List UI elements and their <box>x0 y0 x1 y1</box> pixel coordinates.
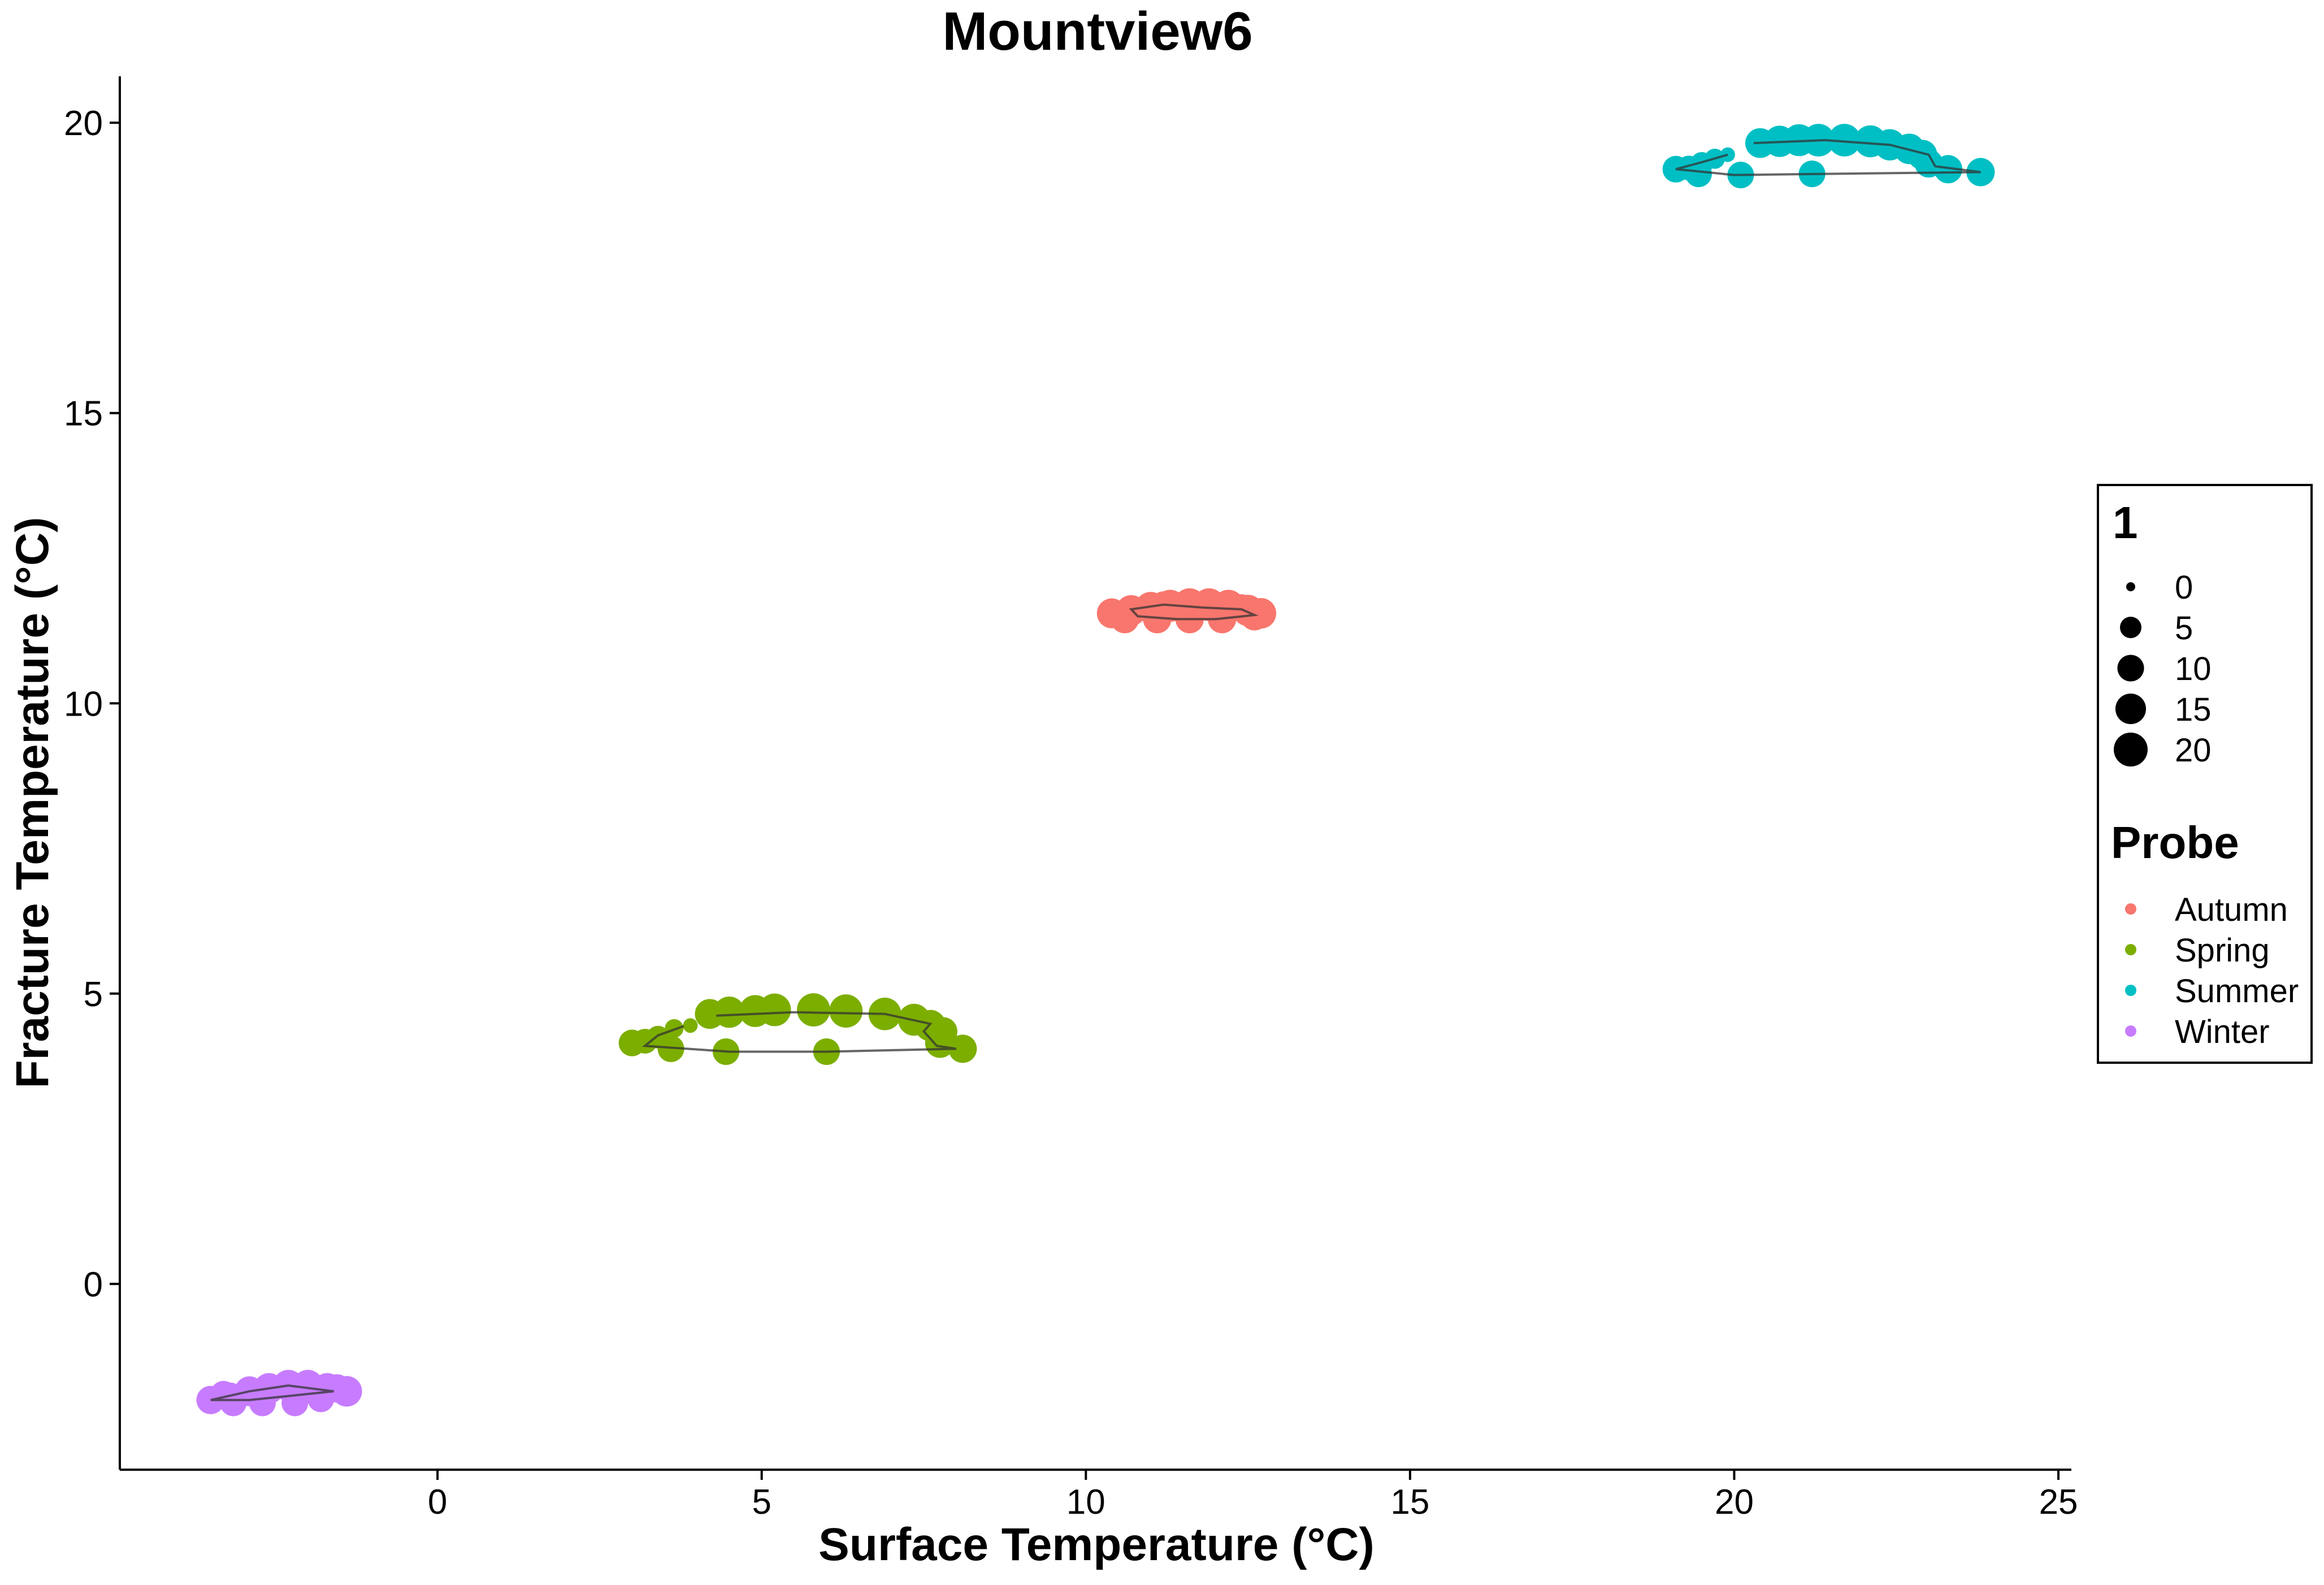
series-winter <box>196 1370 362 1417</box>
axes: 0 5 10 15 20 25 0 5 10 15 20 <box>64 76 2078 1522</box>
series-trajectory-line <box>210 1384 334 1401</box>
color-legend-label: Summer <box>2175 973 2299 1010</box>
legend-box <box>2097 484 2313 1064</box>
size-legend-key <box>2114 733 2148 766</box>
data-point <box>323 1374 352 1403</box>
size-legend-key <box>2115 693 2147 725</box>
data-point <box>1933 155 1963 184</box>
data-point <box>797 993 830 1027</box>
size-legend-label: 20 <box>2175 732 2212 769</box>
plot-area <box>196 124 1995 1417</box>
series-summer <box>1662 124 1995 189</box>
data-point <box>948 1034 977 1063</box>
data-point <box>758 993 791 1027</box>
data-point <box>249 1389 276 1417</box>
y-tick-label: 5 <box>84 975 103 1014</box>
size-legend-key <box>2120 617 2141 638</box>
color-legend-label: Autumn <box>2175 891 2288 928</box>
color-legend-items: Autumn Spring Summer Winter <box>2125 891 2299 1050</box>
size-legend-key <box>2126 582 2135 591</box>
size-legend-label: 0 <box>2175 569 2193 606</box>
y-tick-label: 15 <box>64 395 103 434</box>
series-spring <box>618 993 977 1066</box>
color-legend-key <box>2125 1025 2136 1037</box>
size-legend-label: 10 <box>2175 651 2212 687</box>
data-point <box>829 994 863 1028</box>
data-point <box>1111 605 1139 634</box>
series-autumn <box>1096 588 1277 634</box>
x-tick-label: 20 <box>1715 1483 1754 1522</box>
y-tick-label: 10 <box>64 685 103 724</box>
legend: 1 0 5 10 15 20 Probe Autumn Spring Summer Winte… <box>2097 484 2313 1064</box>
y-axis-title: Fracture Temperature (°C) <box>7 517 58 1089</box>
color-legend-label: Spring <box>2175 932 2270 969</box>
data-point <box>1228 594 1255 621</box>
data-point <box>1828 124 1861 157</box>
color-legend-key <box>2125 944 2136 955</box>
series-trajectory-line <box>1129 603 1259 621</box>
data-point <box>1685 160 1712 188</box>
x-tick-label: 25 <box>2039 1483 2078 1522</box>
chart-title: Mountview6 <box>942 1 1252 62</box>
x-tick-label: 15 <box>1390 1483 1429 1522</box>
size-legend-items: 0 5 10 15 20 <box>2114 569 2212 769</box>
data-point <box>683 1018 698 1033</box>
x-axis-title: Surface Temperature (°C) <box>818 1519 1375 1570</box>
x-tick-label: 5 <box>752 1483 771 1522</box>
color-legend-label: Winter <box>2175 1014 2270 1050</box>
data-point <box>1720 147 1735 162</box>
series-trajectory-line <box>1675 138 1981 176</box>
y-tick-label: 20 <box>64 104 103 143</box>
x-tick-label: 0 <box>428 1483 447 1522</box>
y-tick-label: 0 <box>84 1265 103 1304</box>
size-legend-label: 5 <box>2175 610 2193 647</box>
color-legend-key <box>2125 903 2136 915</box>
size-legend-label: 15 <box>2175 691 2212 728</box>
color-legend-title: Probe <box>2111 817 2239 868</box>
color-legend-key <box>2125 985 2136 996</box>
size-legend-key <box>2117 655 2144 682</box>
data-point <box>713 996 745 1028</box>
series-trajectory-line <box>641 1011 957 1053</box>
x-tick-label: 10 <box>1066 1483 1105 1522</box>
size-legend-title: 1 <box>2113 497 2138 548</box>
